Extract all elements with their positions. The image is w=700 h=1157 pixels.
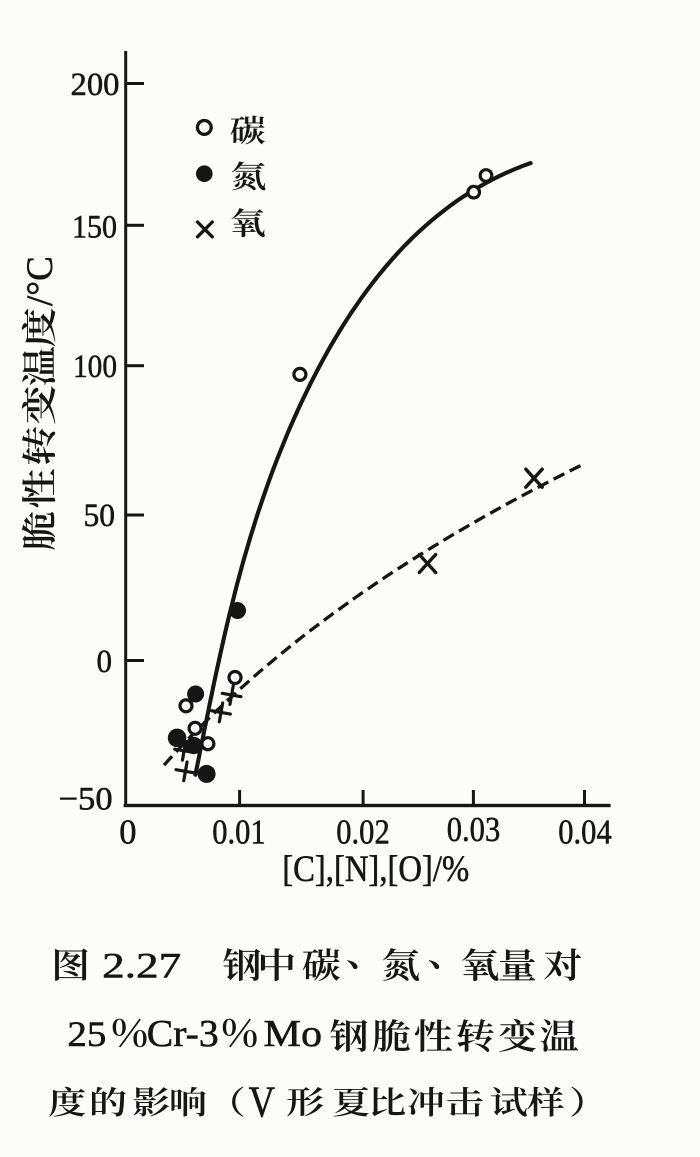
svg-text:200: 200 <box>71 67 120 103</box>
svg-text:100: 100 <box>73 349 117 385</box>
svg-text:Cr-3: Cr-3 <box>147 1013 219 1055</box>
svg-text:V: V <box>249 1078 276 1127</box>
svg-text:Mo: Mo <box>264 1013 323 1055</box>
svg-text:2.27: 2.27 <box>102 946 181 986</box>
svg-text:0: 0 <box>119 813 136 851</box>
svg-text:0.02: 0.02 <box>336 813 389 851</box>
svg-text:50: 50 <box>84 498 116 534</box>
svg-text:150: 150 <box>72 209 117 245</box>
svg-text:−50: −50 <box>59 781 113 817</box>
svg-text:[C],[N],[O]/%: [C],[N],[O]/% <box>282 849 469 890</box>
svg-text:0.01: 0.01 <box>212 813 265 851</box>
svg-text:/°C: /°C <box>20 256 61 306</box>
svg-text:0.04: 0.04 <box>558 813 611 851</box>
svg-text:0: 0 <box>97 644 113 680</box>
svg-text:0.03: 0.03 <box>447 811 500 849</box>
svg-text:25: 25 <box>67 1014 106 1054</box>
